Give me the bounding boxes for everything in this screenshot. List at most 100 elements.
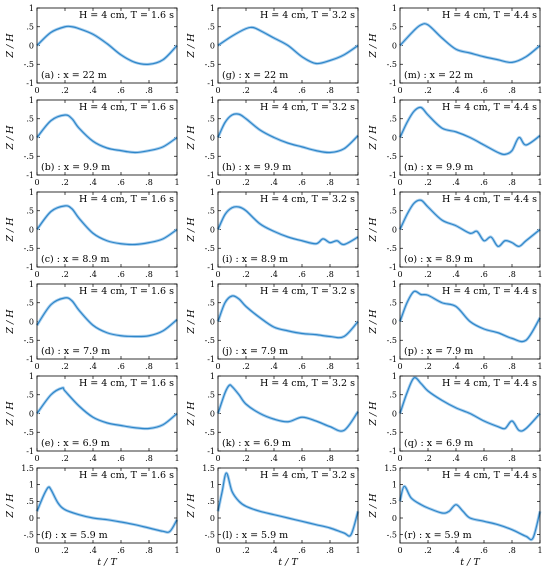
panel-label: (j) : x = 7.9 m (222, 346, 288, 357)
panel-header: H = 4 cm, T = 4.4 s (442, 102, 537, 113)
x-tick-label: .8 (145, 86, 153, 95)
x-tick-label: 1 (174, 86, 179, 95)
y-axis-label: Z / H (186, 33, 197, 59)
x-tick-label: .4 (89, 454, 97, 463)
y-axis-label: Z / H (5, 125, 16, 151)
series-band (35, 485, 179, 534)
x-tick-label: 1 (174, 178, 179, 187)
y-tick-label: 0 (210, 317, 215, 326)
series-band (216, 471, 360, 538)
x-tick-label: .2 (61, 454, 69, 463)
y-tick-label: -1 (207, 355, 215, 364)
panel-label: (a) : x = 22 m (41, 70, 107, 81)
plot-frame (217, 283, 359, 360)
panel-11: -1 -.5 0 .5 1 0 .2 .4 .6 .8 1 H = 4 cm, T = 3.2 s (k… (186, 372, 361, 463)
y-axis-label: Z / H (368, 401, 379, 427)
x-tick-label: 1 (174, 362, 179, 371)
panel-6: -.50.511.50.2.4.6.8 1H = 4 cm, T = 1.6 s(… (5, 464, 180, 568)
x-tick-label: 1 (355, 362, 360, 371)
panel-header: H = 4 cm, T = 1.6 s (79, 194, 174, 205)
x-tick-label: .4 (270, 270, 278, 279)
x-tick-label: .6 (298, 454, 306, 463)
y-tick-label: 0 (210, 409, 215, 418)
x-tick-label: .4 (452, 178, 460, 187)
plot-frame (36, 375, 178, 452)
y-tick-label: -.5 (387, 60, 397, 69)
y-tick-label: 1 (29, 480, 34, 489)
panel-2: -1 -.5 0 .5 1 0 .2 .4 .6 .8 1 H = 4 cm, T = 1.6 s (b… (5, 96, 180, 187)
series-band (35, 24, 179, 66)
x-tick-label: .2 (61, 86, 69, 95)
y-tick-label: 1 (210, 96, 215, 105)
series-band (398, 289, 542, 344)
y-tick-label: 0 (29, 225, 34, 234)
panel-header: H = 4 cm, T = 1.6 s (79, 10, 174, 21)
y-tick-label: -.5 (24, 530, 34, 539)
panel-header: H = 4 cm, T = 3.2 s (260, 10, 355, 21)
panel-label: (o) : x = 8.9 m (404, 254, 473, 265)
series-line (399, 199, 541, 247)
plot-frame (217, 375, 359, 452)
x-axis-label: t / T (278, 557, 298, 568)
y-tick-label: 1 (392, 480, 397, 489)
x-tick-label: 1 (174, 454, 179, 463)
series-line (217, 472, 359, 537)
series-band (35, 296, 178, 339)
y-axis-label: Z / H (5, 309, 16, 335)
series-band (35, 204, 178, 247)
panel-label: (k) : x = 6.9 m (222, 438, 291, 449)
x-tick-label: .6 (298, 362, 306, 371)
series-line (36, 387, 178, 430)
y-tick-label: 1 (392, 4, 397, 13)
panel-18: -.50.511.50.2.4.6.8 1H = 4 cm, T = 4.4 s(… (368, 464, 543, 568)
panel-label: (l) : x = 5.9 m (222, 530, 288, 541)
y-tick-label: -.5 (205, 60, 215, 69)
y-tick-label: .5 (207, 23, 215, 32)
y-axis-label: Z / H (186, 309, 197, 335)
y-tick-label: -.5 (387, 428, 397, 437)
x-tick-label: .2 (424, 270, 432, 279)
y-axis-label: Z / H (5, 217, 16, 243)
x-tick-label: .2 (242, 454, 250, 463)
x-tick-label: .6 (117, 362, 125, 371)
x-tick-label: .4 (452, 546, 460, 555)
y-tick-label: 0 (29, 514, 34, 523)
series-band (216, 112, 360, 155)
series-line (399, 23, 541, 64)
x-tick-label: .2 (242, 86, 250, 95)
y-tick-label: -.5 (24, 152, 34, 161)
x-tick-label: .4 (270, 546, 278, 555)
x-tick-label: 0 (215, 86, 220, 95)
x-tick-label: 1 (537, 362, 542, 371)
y-tick-label: 0 (392, 133, 397, 142)
series-line (399, 290, 541, 343)
x-tick-label: 1 (355, 546, 360, 555)
series-band (398, 105, 541, 156)
x-tick-label: .6 (480, 270, 488, 279)
panel-label: (n) : x = 9.9 m (404, 162, 473, 173)
y-tick-label: 1 (29, 372, 34, 381)
panel-label: (c) : x = 8.9 m (41, 254, 109, 265)
y-tick-label: 0 (392, 409, 397, 418)
x-tick-label: .6 (298, 178, 306, 187)
y-tick-label: -1 (207, 447, 215, 456)
y-tick-label: -.5 (205, 244, 215, 253)
x-tick-label: .8 (326, 454, 334, 463)
x-tick-label: 1 (537, 546, 542, 555)
x-tick-label: .8 (508, 270, 516, 279)
y-tick-label: .5 (389, 23, 397, 32)
panel-label: (r) : x = 5.9 m (404, 530, 472, 541)
plot-frame (217, 7, 359, 84)
y-axis-label: Z / H (368, 493, 379, 519)
y-tick-label: -1 (389, 263, 397, 272)
x-tick-label: .6 (117, 270, 125, 279)
series-line (399, 485, 541, 541)
y-tick-label: -1 (26, 447, 34, 456)
plot-frame (36, 7, 178, 84)
x-tick-label: .6 (480, 178, 488, 187)
panel-13: -1 -.5 0 .5 1 0 .2 .4 .6 .8 1 H = 4 cm, T = 4.4 s (m… (368, 4, 543, 95)
panel-label: (e) : x = 6.9 m (41, 438, 110, 449)
y-tick-label: 1 (210, 372, 215, 381)
x-tick-label: .8 (326, 86, 334, 95)
